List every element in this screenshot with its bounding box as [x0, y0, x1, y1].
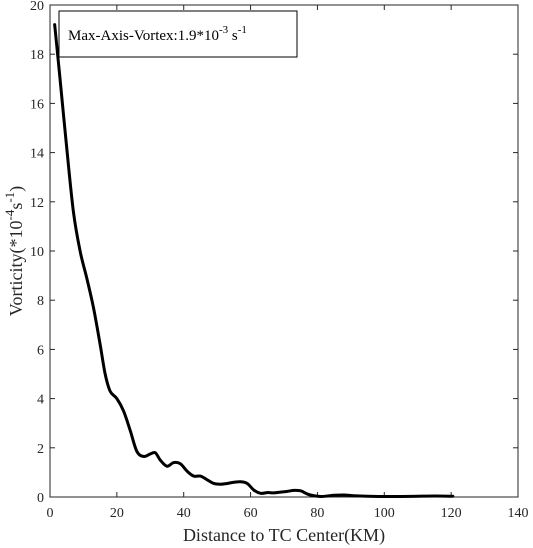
legend-box: Max-Axis-Vortex:1.9*10-3 s-1: [58, 10, 298, 58]
x-tick-label: 0: [47, 506, 54, 521]
annotation-prefix: Max-Axis-Vortex:1.9*10: [68, 28, 219, 44]
vorticity-line: [53, 23, 455, 499]
y-tick-label: 14: [30, 147, 44, 162]
max-axis-vortex-label: Max-Axis-Vortex:1.9*10-3 s-1: [68, 24, 247, 44]
x-tick-label: 20: [110, 506, 124, 521]
y-tick-label: 0: [37, 491, 44, 506]
annotation-unit: s: [228, 28, 238, 44]
axis-ticks: [49, 4, 519, 498]
ylabel-end: ): [6, 186, 27, 192]
ylabel-exp1: -4: [2, 209, 17, 220]
y-tick-label: 2: [37, 442, 44, 457]
y-tick-label: 20: [30, 0, 44, 14]
y-tick-label: 10: [30, 245, 44, 260]
y-tick-label: 8: [37, 294, 44, 309]
y-axis-label: Vorticity(*10-4s-1): [2, 186, 27, 316]
x-axis-label: Distance to TC Center(KM): [183, 525, 385, 546]
x-tick-label: 100: [374, 506, 395, 521]
y-tick-label: 4: [37, 393, 44, 408]
x-tick-label: 60: [244, 506, 258, 521]
x-tick-label: 80: [310, 506, 324, 521]
y-tick-label: 12: [30, 196, 44, 211]
plot-area: [49, 4, 519, 498]
x-tick-label: 140: [508, 506, 529, 521]
y-tick-label: 16: [30, 97, 44, 112]
ylabel-unit: s: [6, 203, 26, 210]
tick-labels: 0 20 40 60 80 100 120 140 0 2 4 6 8 10 12 14 16 18 20: [30, 0, 529, 521]
y-tick-label: 18: [30, 48, 44, 63]
y-tick-label: 6: [37, 343, 44, 358]
ylabel-main: Vorticity(*10: [6, 221, 27, 317]
x-tick-label: 120: [441, 506, 462, 521]
legend-frame: [58, 10, 298, 58]
x-tick-label: 40: [177, 506, 191, 521]
annotation-exp1: -3: [219, 24, 229, 36]
ylabel-exp2: -1: [2, 192, 17, 203]
annotation-exp2: -1: [238, 24, 247, 36]
